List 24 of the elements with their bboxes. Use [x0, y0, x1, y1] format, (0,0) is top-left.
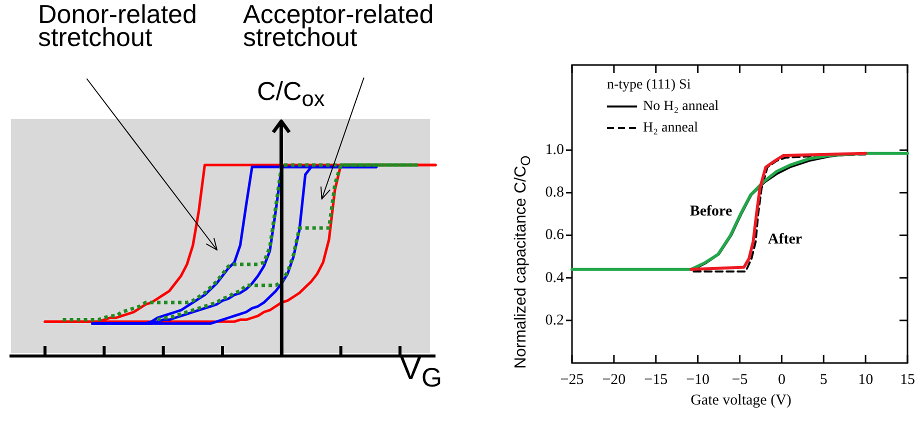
- annotation: Before: [690, 204, 732, 220]
- x-axis-title: Gate voltage (V): [690, 392, 792, 408]
- x-tick-label: −25: [560, 372, 584, 388]
- x-tick-label: 10: [858, 372, 874, 388]
- legend-title: n-type (111) Si: [607, 78, 691, 93]
- x-tick-label: 5: [820, 372, 828, 388]
- x-tick-label: 15: [900, 372, 915, 388]
- y-axis-title: C/C$_{ox}$: [257, 76, 325, 112]
- text: Donor-related stretchout: [38, 0, 198, 52]
- legend-label: H₂ anneal: [643, 120, 698, 136]
- y-tick-label: 0.8: [545, 184, 564, 201]
- x-axis-title: V$_{G}$: [400, 350, 442, 392]
- x-tick-label: −20: [602, 372, 626, 388]
- y-tick-label: 1.0: [545, 142, 564, 158]
- y-tick-label: 0.2: [545, 312, 564, 328]
- text: Acceptor-related stretchout: [243, 0, 435, 52]
- x-tick-label: −10: [686, 372, 710, 388]
- x-tick-label: 0: [778, 372, 786, 388]
- legend-label: No H₂ anneal: [643, 99, 719, 114]
- y-tick-label: 0.6: [545, 227, 564, 244]
- x-tick-label: −5: [732, 372, 748, 388]
- x-tick-label: −15: [644, 372, 668, 388]
- y-tick-label: 0.4: [545, 270, 564, 286]
- annotation: After: [768, 232, 802, 248]
